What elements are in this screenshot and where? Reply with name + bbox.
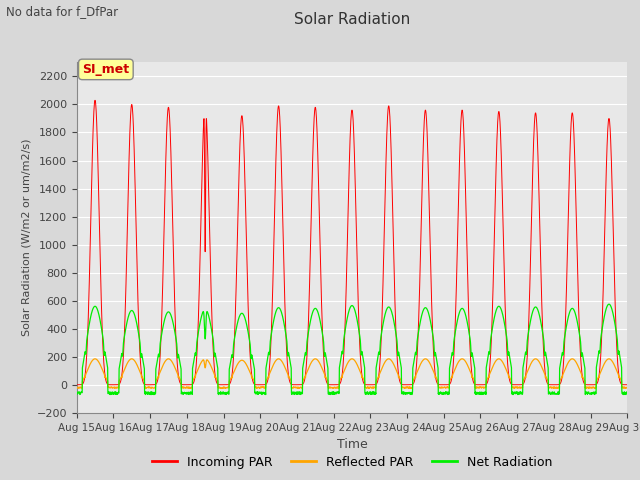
Y-axis label: Solar Radiation (W/m2 or um/m2/s): Solar Radiation (W/m2 or um/m2/s)	[21, 139, 31, 336]
Text: No data for f_DfPar: No data for f_DfPar	[6, 5, 118, 18]
Text: SI_met: SI_met	[83, 63, 129, 76]
X-axis label: Time: Time	[337, 438, 367, 451]
Text: Solar Radiation: Solar Radiation	[294, 12, 410, 27]
Legend: Incoming PAR, Reflected PAR, Net Radiation: Incoming PAR, Reflected PAR, Net Radiati…	[147, 451, 557, 474]
